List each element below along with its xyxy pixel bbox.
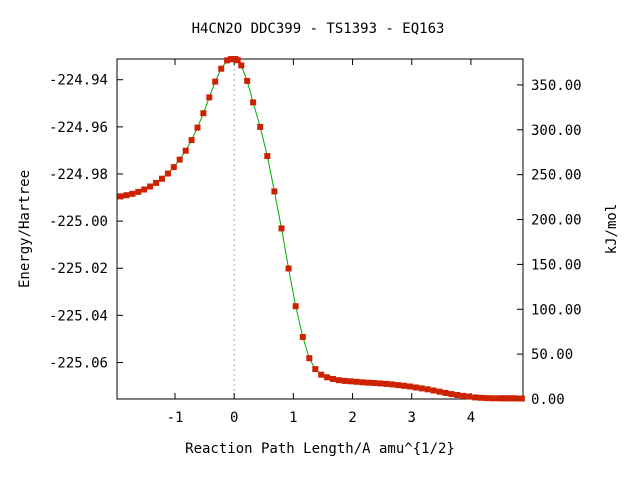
data-point xyxy=(135,188,142,195)
x-tick-label: 3 xyxy=(408,410,416,426)
y-tick-label: -225.06 xyxy=(49,355,108,371)
data-point xyxy=(244,77,251,84)
data-point xyxy=(430,387,437,394)
data-point xyxy=(489,395,496,402)
data-point xyxy=(347,378,354,385)
y-axis-label: Energy/Hartree xyxy=(17,170,33,288)
data-point xyxy=(412,384,419,391)
data-point xyxy=(164,170,171,177)
data-point xyxy=(176,156,183,163)
data-point xyxy=(292,303,299,310)
data-point xyxy=(483,395,490,402)
data-point xyxy=(238,62,245,69)
data-point xyxy=(117,193,124,200)
y-tick-label: -225.04 xyxy=(49,308,108,324)
x-tick-label: 4 xyxy=(467,410,475,426)
data-point xyxy=(472,394,479,401)
chart-title: H4CN2O DDC399 - TS1393 - EQ163 xyxy=(192,21,445,37)
y2-tick-labels: 350.00 300.00 250.00 200.00 150.00 100.00 50.0… xyxy=(531,78,582,408)
data-point xyxy=(123,192,130,199)
plot-frame xyxy=(116,58,524,400)
data-point xyxy=(383,380,390,387)
data-point xyxy=(395,382,402,389)
data-point xyxy=(271,188,278,195)
data-point xyxy=(159,175,165,182)
data-point xyxy=(188,137,195,144)
data-point xyxy=(436,388,443,395)
x-axis-label: Reaction Path Length/A amu^{1/2} xyxy=(185,441,455,457)
data-point xyxy=(466,393,473,400)
y-tick-label: -224.96 xyxy=(49,120,108,136)
data-point xyxy=(324,374,331,381)
y2-tick-label: 50.00 xyxy=(531,347,573,363)
data-point xyxy=(359,379,366,386)
data-point xyxy=(200,110,207,117)
y-tick-label: -224.98 xyxy=(49,167,108,183)
data-point xyxy=(448,391,455,398)
data-point xyxy=(341,377,348,384)
data-point xyxy=(371,380,378,386)
x-tick-label: 1 xyxy=(289,410,297,426)
data-point xyxy=(418,385,425,392)
data-point xyxy=(257,123,264,130)
data-point xyxy=(460,392,467,399)
data-point xyxy=(299,334,306,340)
y2-tick-label: 350.00 xyxy=(531,78,582,94)
data-point xyxy=(234,57,241,64)
data-point xyxy=(330,376,336,382)
x-tick-labels: -1 0 1 2 3 4 xyxy=(167,410,476,426)
data-point xyxy=(194,124,201,131)
data-point xyxy=(250,99,257,106)
data-point xyxy=(401,382,407,389)
data-point xyxy=(264,153,271,160)
y2-tick-label: 150.00 xyxy=(531,257,582,273)
data-point xyxy=(170,164,177,171)
data-point xyxy=(424,386,431,393)
data-point xyxy=(353,378,360,385)
data-point xyxy=(224,57,231,64)
y2-tick-label: 200.00 xyxy=(531,213,582,229)
data-point xyxy=(285,265,292,272)
y2-tick-label: 250.00 xyxy=(531,168,582,184)
data-point xyxy=(147,183,154,190)
data-point xyxy=(212,78,219,85)
data-point xyxy=(442,389,449,396)
data-point xyxy=(518,395,525,402)
data-point xyxy=(454,392,461,398)
y2-axis-label: kJ/mol xyxy=(604,204,620,255)
x-tick-label: 0 xyxy=(230,410,238,426)
data-point xyxy=(312,366,319,373)
data-point xyxy=(478,394,484,401)
y-tick-labels: -224.94 -224.96 -224.98 -225.00 -225.02 -225.… xyxy=(49,73,108,372)
y2-tick-label: 0.00 xyxy=(531,392,565,408)
energy-curve xyxy=(120,58,522,399)
data-point xyxy=(365,379,372,386)
data-point xyxy=(278,225,285,232)
axis-ticks xyxy=(117,59,523,400)
data-point xyxy=(182,147,189,154)
data-point xyxy=(129,190,136,197)
y2-tick-label: 100.00 xyxy=(531,302,582,318)
data-point xyxy=(318,371,325,378)
data-point xyxy=(218,65,225,72)
data-point xyxy=(377,380,384,387)
data-point xyxy=(335,377,342,384)
x-tick-label: 2 xyxy=(348,410,356,426)
data-point xyxy=(407,383,413,390)
data-point xyxy=(206,94,213,101)
data-point-markers xyxy=(117,56,525,402)
y-tick-label: -225.02 xyxy=(49,261,108,277)
y-tick-label: -224.94 xyxy=(49,73,108,89)
data-point xyxy=(306,355,313,362)
data-point xyxy=(389,381,396,388)
y-tick-label: -225.00 xyxy=(49,214,108,230)
data-point xyxy=(153,179,160,186)
y2-tick-label: 300.00 xyxy=(531,123,582,139)
data-point xyxy=(141,186,148,193)
x-tick-label: -1 xyxy=(167,410,184,426)
